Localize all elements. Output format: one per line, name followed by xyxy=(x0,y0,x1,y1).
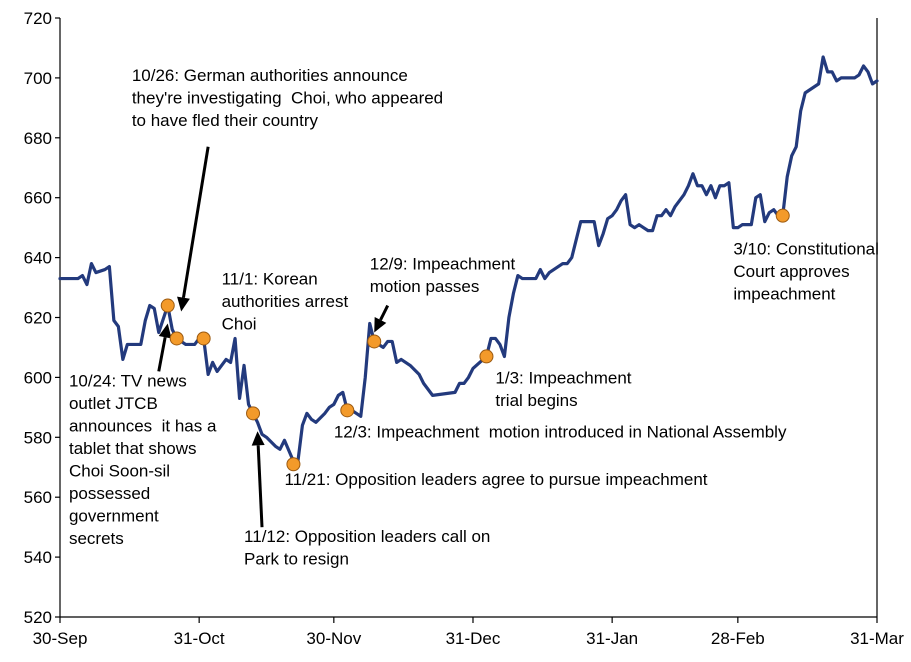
series-line xyxy=(58,55,879,463)
series-layer xyxy=(58,55,879,463)
y-tick-label: 620 xyxy=(24,309,52,328)
x-tick-label: 31-Dec xyxy=(446,629,501,648)
annotation-nov12: 11/12: Opposition leaders call on Park to… xyxy=(244,527,490,569)
annotation-line: motion passes xyxy=(370,277,480,296)
y-tick-label: 560 xyxy=(24,488,52,507)
annotation-line: tablet that shows xyxy=(69,439,197,458)
x-tick-label: 31-Oct xyxy=(174,629,225,648)
annotation-line: 1/3: Impeachment xyxy=(495,368,631,387)
annotation-mar10: 3/10: Constitutional Court approves impeac… xyxy=(733,240,879,304)
annotation-line: outlet JTCB xyxy=(69,394,158,413)
annotation-dec9: 12/9: Impeachment motion passes xyxy=(370,255,516,297)
annotation-line: trial begins xyxy=(495,391,577,410)
annotation-arrows xyxy=(157,146,390,528)
annotation-line: Court approves xyxy=(733,262,849,281)
event-marker xyxy=(340,403,355,418)
annotation-arrowhead-dec9 xyxy=(374,317,387,333)
event-marker xyxy=(479,349,494,364)
annotation-line: they're investigating Choi, who appeared xyxy=(132,88,443,107)
y-tick-label: 640 xyxy=(24,249,52,268)
y-tick-label: 580 xyxy=(24,428,52,447)
annotation-arrow-nov12 xyxy=(256,445,264,528)
annotation-line: Choi Soon-sil xyxy=(69,461,170,480)
annotation-line: Park to resign xyxy=(244,550,349,569)
x-tick-label: 30-Sep xyxy=(33,629,88,648)
annotation-line: 11/1: Korean xyxy=(222,270,318,289)
annotation-line: announces it has a xyxy=(69,416,217,435)
annotation-line: authorities arrest xyxy=(222,292,349,311)
event-marker xyxy=(286,457,301,472)
annotation-line: 12/3: Impeachment motion introduced in N… xyxy=(334,422,787,441)
annotations: 10/26: German authorities announce they'r… xyxy=(69,66,879,569)
annotation-line: impeachment xyxy=(733,285,835,304)
y-tick-label: 660 xyxy=(24,189,52,208)
annotation-line: 10/24: TV news xyxy=(69,371,187,390)
annotation-arrow-dec9 xyxy=(379,304,390,321)
event-marker xyxy=(246,406,261,421)
event-marker xyxy=(367,334,382,349)
annotation-line: 11/12: Opposition leaders call on xyxy=(244,527,490,546)
annotation-line: 12/9: Impeachment xyxy=(370,255,516,274)
annotation-jan3: 1/3: Impeachment trial begins xyxy=(495,368,631,410)
annotation-nov21: 11/21: Opposition leaders agree to pursu… xyxy=(284,470,707,489)
annotation-arrowhead-nov12 xyxy=(251,431,265,446)
annotation-line: 10/26: German authorities announce xyxy=(132,66,408,85)
annotation-arrowhead-oct24 xyxy=(158,323,172,339)
annotation-arrowhead-oct26 xyxy=(177,296,190,312)
annotation-line: 3/10: Constitutional xyxy=(733,240,879,259)
event-marker xyxy=(775,208,790,223)
x-tick-label: 31-Jan xyxy=(586,629,638,648)
annotation-dec3: 12/3: Impeachment motion introduced in N… xyxy=(334,422,787,441)
annotation-line: Choi xyxy=(222,315,257,334)
event-markers xyxy=(160,208,790,472)
y-tick-label: 520 xyxy=(24,608,52,627)
annotation-line: to have fled their country xyxy=(132,111,319,130)
axes: 520 540 560 580 600 620 640 660 680 700 720 30-Sep 3… xyxy=(24,9,905,648)
y-tick-label: 600 xyxy=(24,368,52,387)
y-tick-label: 680 xyxy=(24,129,52,148)
annotation-line: 11/21: Opposition leaders agree to pursu… xyxy=(284,470,707,489)
annotation-line: government xyxy=(69,506,159,525)
annotation-arrow-oct24 xyxy=(157,336,167,372)
y-tick-label: 700 xyxy=(24,69,52,88)
y-tick-label: 540 xyxy=(24,548,52,567)
annotation-oct26: 10/26: German authorities announce they'r… xyxy=(132,66,443,130)
annotation-line: possessed xyxy=(69,484,150,503)
annotation-line: secrets xyxy=(69,529,124,548)
event-marker xyxy=(196,331,211,346)
y-tick-label: 720 xyxy=(24,9,52,28)
annotation-arrow-oct26 xyxy=(181,146,210,298)
x-tick-label: 28-Feb xyxy=(711,629,765,648)
event-marker xyxy=(169,331,184,346)
annotation-nov1: 11/1: Korean authorities arrest Choi xyxy=(222,270,349,334)
x-tick-label: 30-Nov xyxy=(306,629,361,648)
x-tick-label: 31-Mar xyxy=(850,629,904,648)
event-marker xyxy=(160,298,175,313)
annotation-oct24: 10/24: TV news outlet JTCB announces it ha… xyxy=(69,371,217,548)
